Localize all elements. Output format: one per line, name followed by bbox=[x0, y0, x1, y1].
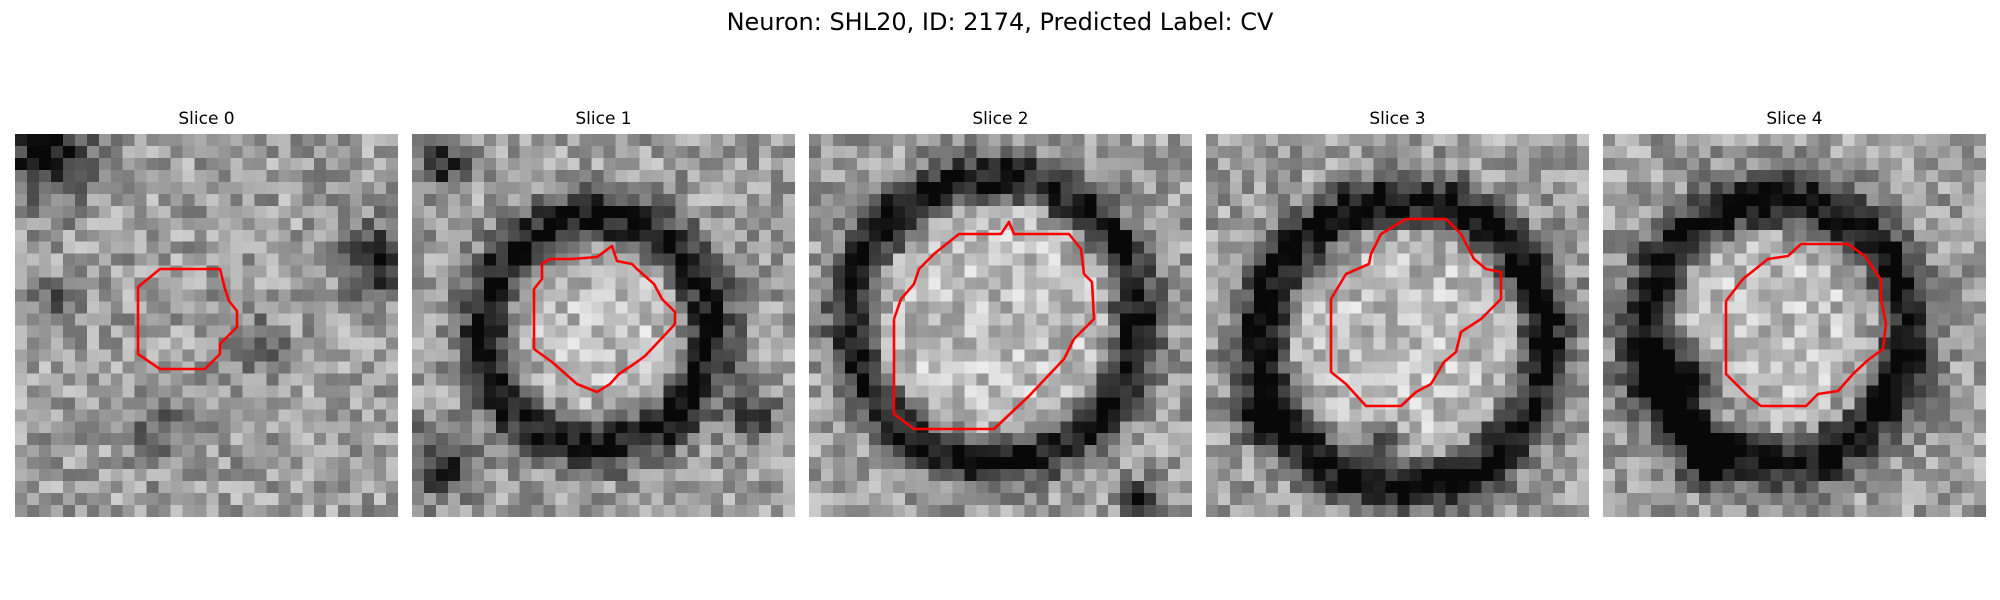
slice-4-contour-overlay bbox=[1724, 242, 1888, 408]
slice-1-title: Slice 1 bbox=[575, 109, 632, 129]
slice-0-micrograph bbox=[15, 134, 398, 517]
slice-1-micrograph bbox=[412, 134, 795, 517]
slice-4-micrograph bbox=[1603, 134, 1986, 517]
slice-3-micrograph bbox=[1206, 134, 1589, 517]
slice-3-title: Slice 3 bbox=[1369, 109, 1426, 129]
slice-2-image bbox=[809, 134, 1192, 517]
slice-2-micrograph bbox=[809, 134, 1192, 517]
slice-4-contour bbox=[1724, 242, 1888, 408]
slice-2-title: Slice 2 bbox=[972, 109, 1029, 129]
slice-2-contour-overlay bbox=[892, 220, 1096, 431]
slice-1-contour bbox=[532, 244, 677, 394]
slice-0-contour-overlay bbox=[136, 267, 239, 371]
slice-3-contour bbox=[1329, 217, 1503, 408]
slice-0-contour bbox=[136, 267, 239, 371]
slice-0-title: Slice 0 bbox=[178, 109, 235, 129]
slice-3-contour-overlay bbox=[1329, 217, 1503, 408]
slice-2-contour bbox=[892, 220, 1096, 431]
slice-1-image bbox=[412, 134, 795, 517]
figure-title: Neuron: SHL20, ID: 2174, Predicted Label… bbox=[726, 8, 1274, 36]
slice-4-image bbox=[1603, 134, 1986, 517]
slice-1-contour-overlay bbox=[532, 244, 677, 394]
slice-0-image bbox=[15, 134, 398, 517]
slice-4-title: Slice 4 bbox=[1766, 109, 1823, 129]
slice-3-image bbox=[1206, 134, 1589, 517]
